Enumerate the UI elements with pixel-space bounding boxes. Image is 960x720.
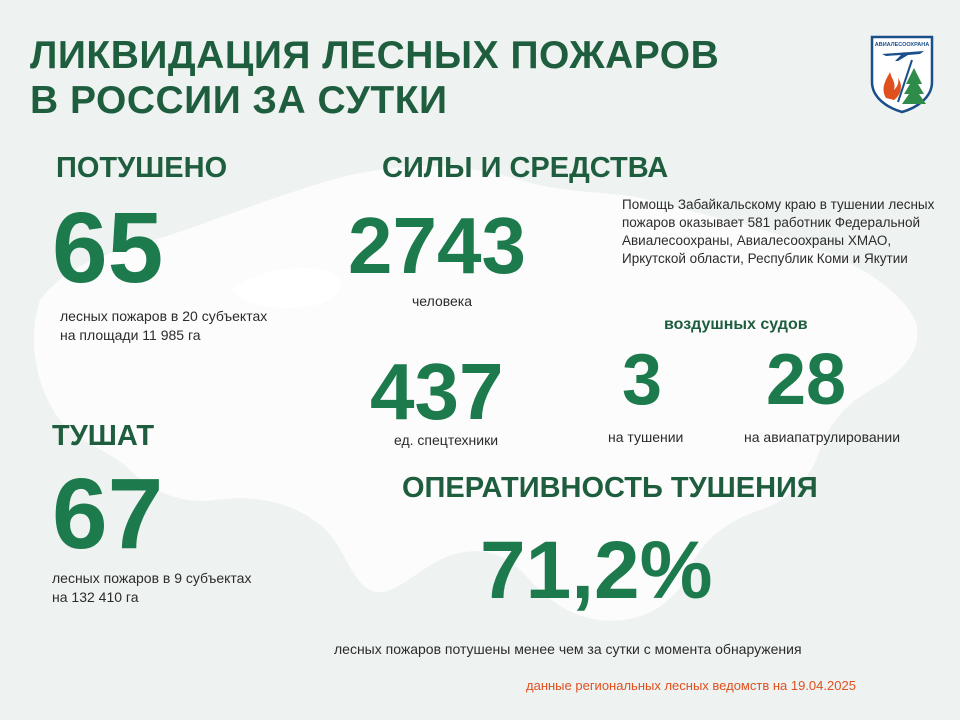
logo-text: АВИАЛЕСООХРАНА: [875, 42, 929, 48]
people-label: человека: [412, 293, 473, 309]
forces-note: Помощь Забайкальскому краю в тушении лес…: [622, 197, 935, 266]
efficiency-label: лесных пожаров потушены менее чем за сут…: [334, 641, 802, 657]
fighting-heading: ТУШАТ: [52, 420, 155, 452]
extinguished-heading: ПОТУШЕНО: [56, 152, 228, 184]
efficiency-heading: ОПЕРАТИВНОСТЬ ТУШЕНИЯ: [402, 472, 818, 504]
extinguished-value: 65: [52, 192, 164, 304]
aircraft-fighting-label: на тушении: [608, 429, 684, 445]
aircraft-heading: воздушных судов: [664, 316, 808, 333]
extinguished-line-2: на площади 11 985 га: [60, 327, 201, 343]
fighting-line-2: на 132 410 га: [52, 589, 139, 605]
avialesookhrana-logo: АВИАЛЕСООХРАНА: [868, 34, 936, 114]
source-footer: данные региональных лесных ведомств на 1…: [526, 678, 856, 693]
efficiency-value: 71,2%: [480, 525, 713, 616]
extinguished-line-1: лесных пожаров в 20 субъектах: [60, 308, 268, 324]
equipment-label: ед. спецтехники: [394, 432, 499, 448]
forces-heading: СИЛЫ И СРЕДСТВА: [382, 152, 669, 184]
people-value: 2743: [348, 201, 526, 290]
page-title: ЛИКВИДАЦИЯ ЛЕСНЫХ ПОЖАРОВ В РОССИИ ЗА СУ…: [30, 33, 790, 123]
fighting-line-1: лесных пожаров в 9 субъектах: [52, 570, 252, 586]
aircraft-patrol-label: на авиапатрулировании: [744, 429, 901, 445]
aircraft-patrol-value: 28: [766, 340, 847, 420]
fighting-value: 67: [52, 458, 164, 570]
aircraft-fighting-value: 3: [622, 340, 663, 420]
avialesookhrana-emblem-icon: АВИАЛЕСООХРАНА: [870, 35, 934, 114]
equipment-value: 437: [370, 347, 504, 436]
title-line-2: В РОССИИ ЗА СУТКИ: [30, 79, 448, 122]
title-line-1: ЛИКВИДАЦИЯ ЛЕСНЫХ ПОЖАРОВ: [30, 34, 720, 77]
